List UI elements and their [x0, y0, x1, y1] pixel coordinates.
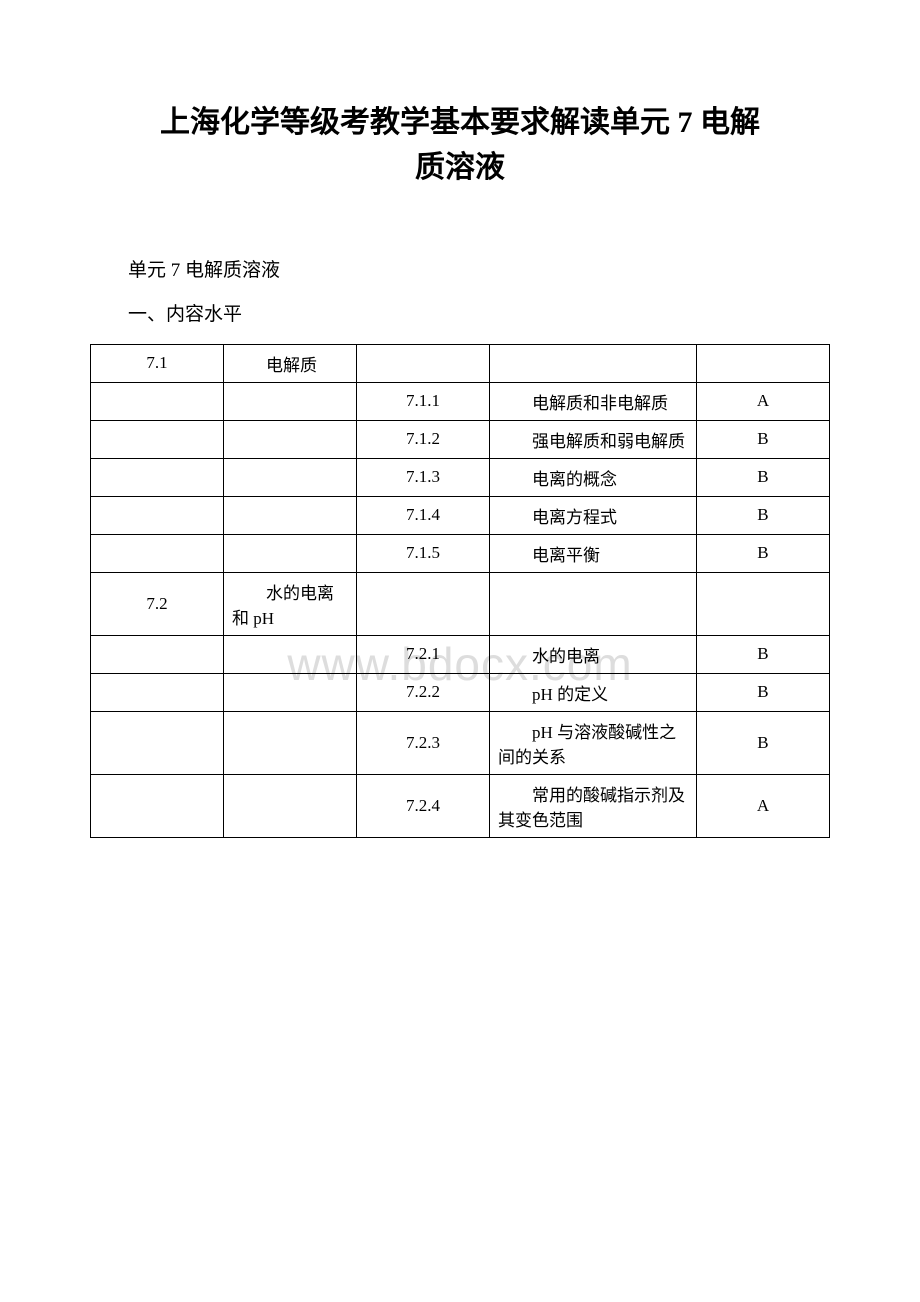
table-cell: [224, 711, 357, 774]
table-cell: [224, 635, 357, 673]
table-cell: [91, 382, 224, 420]
table-cell: 常用的酸碱指示剂及其变色范围: [490, 774, 697, 837]
title-line-2: 质溶液: [90, 145, 830, 190]
table-cell: [357, 344, 490, 382]
table-row: 7.2.1 水的电离 B: [91, 635, 830, 673]
table-row: 7.1.2 强电解质和弱电解质 B: [91, 420, 830, 458]
table-cell: [696, 572, 829, 635]
table-row: 7.1.4 电离方程式 B: [91, 496, 830, 534]
table-cell: B: [696, 534, 829, 572]
table-cell: [91, 711, 224, 774]
table-cell: 7.1.5: [357, 534, 490, 572]
section-subheader: 一、内容水平: [90, 294, 830, 336]
table-cell: [224, 382, 357, 420]
table-cell: 7.1: [91, 344, 224, 382]
table-cell: [224, 458, 357, 496]
table-row: 7.1.3 电离的概念 B: [91, 458, 830, 496]
content-level-table: 7.1 电解质 7.1.1 电解质和非电解质 A 7.1.2 强电解质和弱电解质…: [90, 344, 830, 838]
table-cell: B: [696, 711, 829, 774]
table-cell: 7.1.2: [357, 420, 490, 458]
table-row: 7.2.3 pH 与溶液酸碱性之间的关系 B: [91, 711, 830, 774]
table-row: 7.1.1 电解质和非电解质 A: [91, 382, 830, 420]
table-cell: [91, 774, 224, 837]
table-cell: 电离的概念: [490, 458, 697, 496]
section-header: 单元 7 电解质溶液: [90, 250, 830, 292]
table-cell: [91, 496, 224, 534]
table-cell: 电离方程式: [490, 496, 697, 534]
table-cell: 电解质和非电解质: [490, 382, 697, 420]
table-cell: pH 与溶液酸碱性之间的关系: [490, 711, 697, 774]
table-cell: 7.1.1: [357, 382, 490, 420]
document-content: 上海化学等级考教学基本要求解读单元 7 电解 质溶液 单元 7 电解质溶液 一、…: [90, 100, 830, 838]
table-row: 7.1.5 电离平衡 B: [91, 534, 830, 572]
title-line-1: 上海化学等级考教学基本要求解读单元 7 电解: [90, 100, 830, 145]
table-cell: [224, 673, 357, 711]
table-cell: B: [696, 420, 829, 458]
table-cell: 7.1.4: [357, 496, 490, 534]
document-title: 上海化学等级考教学基本要求解读单元 7 电解 质溶液: [90, 100, 830, 190]
table-cell: 电离平衡: [490, 534, 697, 572]
table-cell: 7.2.4: [357, 774, 490, 837]
table-cell: [224, 496, 357, 534]
table-cell: [91, 458, 224, 496]
table-cell: B: [696, 496, 829, 534]
table-cell: B: [696, 635, 829, 673]
table-cell: [224, 774, 357, 837]
table-row: 7.1 电解质: [91, 344, 830, 382]
table-cell: 电解质: [224, 344, 357, 382]
table-body: 7.1 电解质 7.1.1 电解质和非电解质 A 7.1.2 强电解质和弱电解质…: [91, 344, 830, 837]
table-row: 7.2.2 pH 的定义 B: [91, 673, 830, 711]
table-cell: B: [696, 673, 829, 711]
table-cell: 7.2: [91, 572, 224, 635]
table-row: 7.2 水的电离和 pH: [91, 572, 830, 635]
table-cell: 7.2.1: [357, 635, 490, 673]
table-cell: [91, 420, 224, 458]
table-cell: B: [696, 458, 829, 496]
table-cell: 7.2.3: [357, 711, 490, 774]
table-cell: [91, 673, 224, 711]
table-cell: [490, 572, 697, 635]
table-cell: [91, 534, 224, 572]
table-cell: [696, 344, 829, 382]
table-cell: A: [696, 774, 829, 837]
table-cell: [91, 635, 224, 673]
table-cell: 水的电离: [490, 635, 697, 673]
table-row: 7.2.4 常用的酸碱指示剂及其变色范围 A: [91, 774, 830, 837]
table-cell: [357, 572, 490, 635]
table-cell: A: [696, 382, 829, 420]
table-cell: pH 的定义: [490, 673, 697, 711]
table-cell: 强电解质和弱电解质: [490, 420, 697, 458]
table-cell: 7.2.2: [357, 673, 490, 711]
table-cell: 7.1.3: [357, 458, 490, 496]
table-cell: [224, 534, 357, 572]
table-cell: 水的电离和 pH: [224, 572, 357, 635]
table-cell: [224, 420, 357, 458]
table-cell: [490, 344, 697, 382]
